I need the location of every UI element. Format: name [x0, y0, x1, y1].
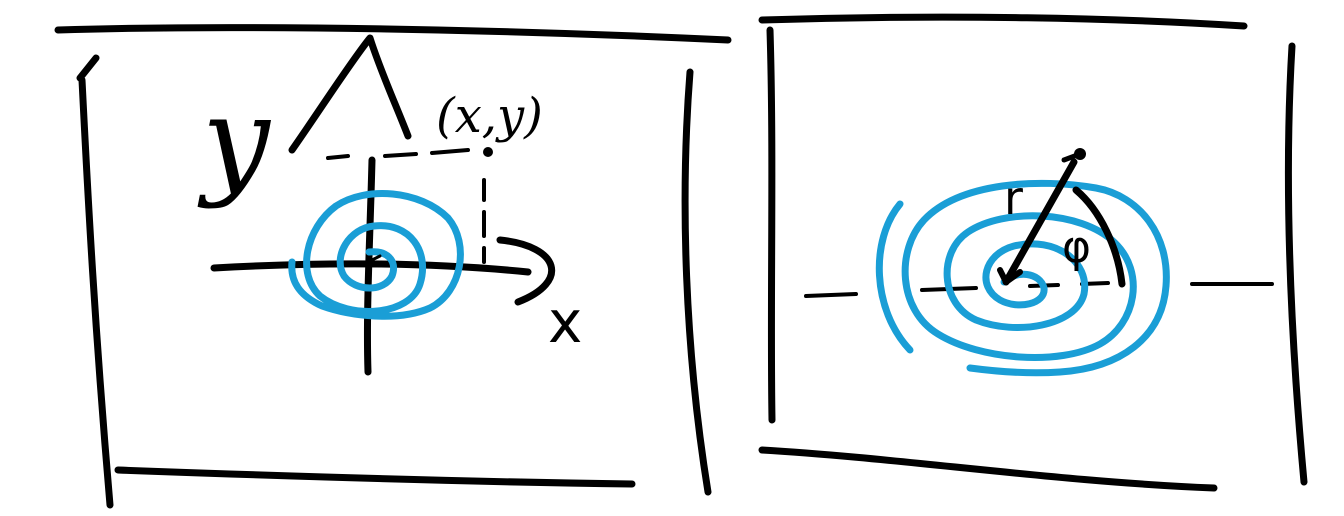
y-axis — [363, 156, 376, 376]
point-marker — [483, 147, 493, 157]
right-frame-right — [1284, 42, 1308, 486]
right-frame-bottom — [758, 446, 1218, 492]
polar-axis — [804, 281, 1274, 298]
y-axis-label: y — [197, 72, 272, 211]
angle-arc — [1072, 186, 1126, 288]
polar-spiral — [901, 179, 1170, 377]
right-frame-left — [766, 26, 776, 424]
cartesian-panel: y x (x,y) — [54, 24, 732, 509]
radius-label: r — [1004, 171, 1023, 225]
polar-spiral-tail — [875, 200, 914, 354]
radius-vector — [1002, 158, 1078, 286]
cartesian-spiral — [288, 190, 464, 320]
left-frame-right — [681, 68, 712, 496]
spiral-center-tick — [366, 254, 382, 264]
y-axis-arrowhead — [288, 34, 412, 154]
projection-line-horizontal — [326, 148, 470, 160]
polar-point-stub — [1061, 151, 1083, 163]
x-axis — [210, 260, 532, 276]
x-axis-arrowhead — [496, 236, 556, 306]
right-frame-top — [758, 13, 1248, 30]
left-frame-bottom — [114, 466, 636, 488]
x-axis-label: x — [548, 288, 582, 356]
radius-vector-arrowhead — [997, 267, 1023, 285]
angle-label: φ — [1062, 222, 1091, 273]
left-frame-top — [54, 24, 732, 44]
polar-panel: r φ — [758, 13, 1308, 492]
point-label: (x,y) — [436, 88, 543, 144]
left-frame-left — [76, 54, 114, 509]
